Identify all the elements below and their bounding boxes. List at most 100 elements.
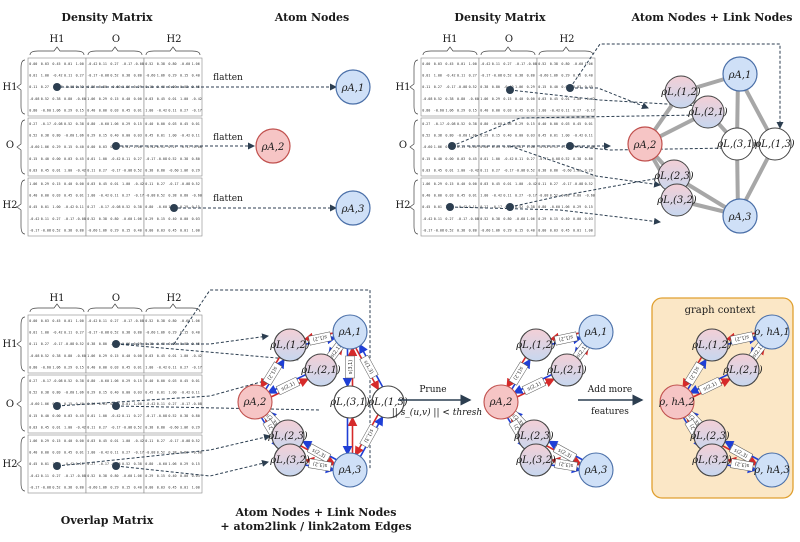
- matrix-cell: 0.52: [145, 62, 153, 66]
- matrix-cell: -0.17: [480, 74, 490, 78]
- matrix-cell: -0.60: [87, 485, 97, 489]
- link-pointers: [449, 43, 784, 225]
- matrix-cell: -0.42: [180, 134, 190, 138]
- matrix-cell: 1.00: [492, 157, 500, 161]
- matrix-block: [27, 177, 87, 237]
- matrix-cell: 0.03: [29, 425, 37, 429]
- matrix-cell: -0.42: [64, 205, 74, 209]
- matrix-cell: 0.27: [168, 402, 176, 406]
- matrix-cell: 0.01: [41, 205, 49, 209]
- matrix-cell: 0.00: [538, 228, 546, 232]
- link-node-l13: ρL,(1,3): [754, 127, 795, 161]
- matrix-cell: 0.03: [110, 365, 118, 369]
- matrix-cell: 0.80: [469, 228, 477, 232]
- matrix-cell: -0.60: [168, 168, 178, 172]
- matrix-cell: 0.00: [527, 97, 535, 101]
- matrix-cell: 0.15: [76, 365, 84, 369]
- matrix-cell: 0.15: [145, 342, 153, 346]
- matrix-cell: -0.60: [469, 97, 479, 101]
- matrix-cell: 0.52: [503, 74, 511, 78]
- matrix-cell: 1.06: [585, 62, 593, 66]
- matrix-cell: 0.00: [87, 145, 95, 149]
- matrix-cell: 0.00: [99, 108, 107, 112]
- matrix-cell: 0.29: [180, 462, 188, 466]
- matrix-cell: 0.40: [29, 451, 37, 455]
- matrix-cell: -0.17: [145, 414, 155, 418]
- matrix-cell: 0.80: [64, 97, 72, 101]
- matrix-cell: 0.00: [76, 439, 84, 443]
- link-node-label: ρL,(2,3): [653, 171, 694, 182]
- matrix-cell: -0.60: [180, 62, 190, 66]
- matrix-cell: -0.17: [180, 402, 190, 406]
- matrix-cell: 0.80: [192, 414, 200, 418]
- matrix-cell: -0.08: [122, 168, 132, 172]
- matrix-cell: 0.27: [180, 108, 188, 112]
- matrix-cell: 0.01: [180, 228, 188, 232]
- matrix-cell: 0.45: [52, 319, 60, 323]
- matrix-block: [536, 57, 596, 117]
- matrix-cell: 0.38: [515, 74, 523, 78]
- matrix-cell: 0.52: [561, 157, 569, 161]
- matrix-cell: 0.11: [110, 451, 118, 455]
- matrix-cell: 0.80: [550, 168, 558, 172]
- matrix-cell: 0.38: [99, 217, 107, 221]
- matrix-cell: 0.45: [445, 62, 453, 66]
- matrix-cell: 0.11: [99, 319, 107, 323]
- matrix-cell: 0.29: [457, 108, 465, 112]
- matrix-block: [143, 117, 203, 177]
- matrix-cell: -0.42: [145, 145, 155, 149]
- row-brace: [16, 436, 26, 492]
- row-brace: [16, 119, 26, 175]
- matrix-cell: 0.52: [87, 217, 95, 221]
- edge-label-tag: s(3,2): [554, 458, 578, 472]
- matrix-cell: 0.01: [573, 228, 581, 232]
- column-brace: [480, 46, 536, 56]
- matrix-cell: -0.42: [192, 97, 202, 101]
- atom-node-label: ρA,2: [261, 142, 285, 153]
- matrix-cell: 0.40: [64, 182, 72, 186]
- matrix-cell: 0.03: [180, 342, 188, 346]
- matrix-cell: -0.42: [180, 391, 190, 395]
- matrix-cell: 0.80: [180, 194, 188, 198]
- link-pointers: [56, 289, 371, 477]
- matrix-cell: 0.52: [41, 354, 49, 358]
- matrix-cell: 0.52: [585, 182, 593, 186]
- matrix-cell: -0.42: [99, 194, 109, 198]
- matrix-cell: 0.27: [29, 379, 37, 383]
- matrix-cell: 1.06: [110, 379, 118, 383]
- matrix-cell: 0.15: [457, 145, 465, 149]
- matrix-cell: 0.80: [538, 205, 546, 209]
- matrix-cell: -0.08: [99, 331, 109, 335]
- matrix-cell: 0.15: [585, 205, 593, 209]
- matrix-cell: -0.42: [64, 462, 74, 466]
- matrix-cell: 0.38: [457, 228, 465, 232]
- matrix-cell: 0.52: [168, 414, 176, 418]
- row-brace: [409, 179, 419, 235]
- graph-caption-line1: Atom Nodes + Link Nodes: [234, 506, 396, 519]
- edge-label: s(3,2): [734, 460, 749, 468]
- matrix-cell: 0.45: [192, 85, 200, 89]
- matrix-cell: 0.45: [180, 379, 188, 383]
- matrix-cell: 0.52: [134, 425, 142, 429]
- matrix-cell: 0.38: [168, 451, 176, 455]
- matrix-cell: -0.60: [180, 319, 190, 323]
- matrix-cell: -0.17: [87, 331, 97, 335]
- matrix-cell: 0.11: [503, 194, 511, 198]
- matrix-cell: 0.27: [134, 414, 142, 418]
- edge-label: s(1,2): [558, 333, 573, 342]
- matrix-block-marker: [53, 462, 61, 470]
- matrix-cell: 0.01: [110, 439, 118, 443]
- matrix-cell: 0.29: [192, 425, 200, 429]
- matrix-cell: 0.40: [110, 134, 118, 138]
- matrix-cell: 0.27: [168, 145, 176, 149]
- matrix-cell: 0.40: [122, 354, 130, 358]
- matrix-cell: 0.27: [573, 108, 581, 112]
- matrix-cell: 0.03: [134, 391, 142, 395]
- edge-label-tag: s(1,2): [307, 331, 333, 346]
- matrix-cell: 0.80: [168, 319, 176, 323]
- matrix-cell: -0.17: [110, 168, 120, 172]
- matrix-cell: 0.01: [122, 402, 130, 406]
- matrix-cell: 0.52: [157, 194, 165, 198]
- row-brace: [409, 59, 419, 115]
- matrix-cell: 0.01: [76, 451, 84, 455]
